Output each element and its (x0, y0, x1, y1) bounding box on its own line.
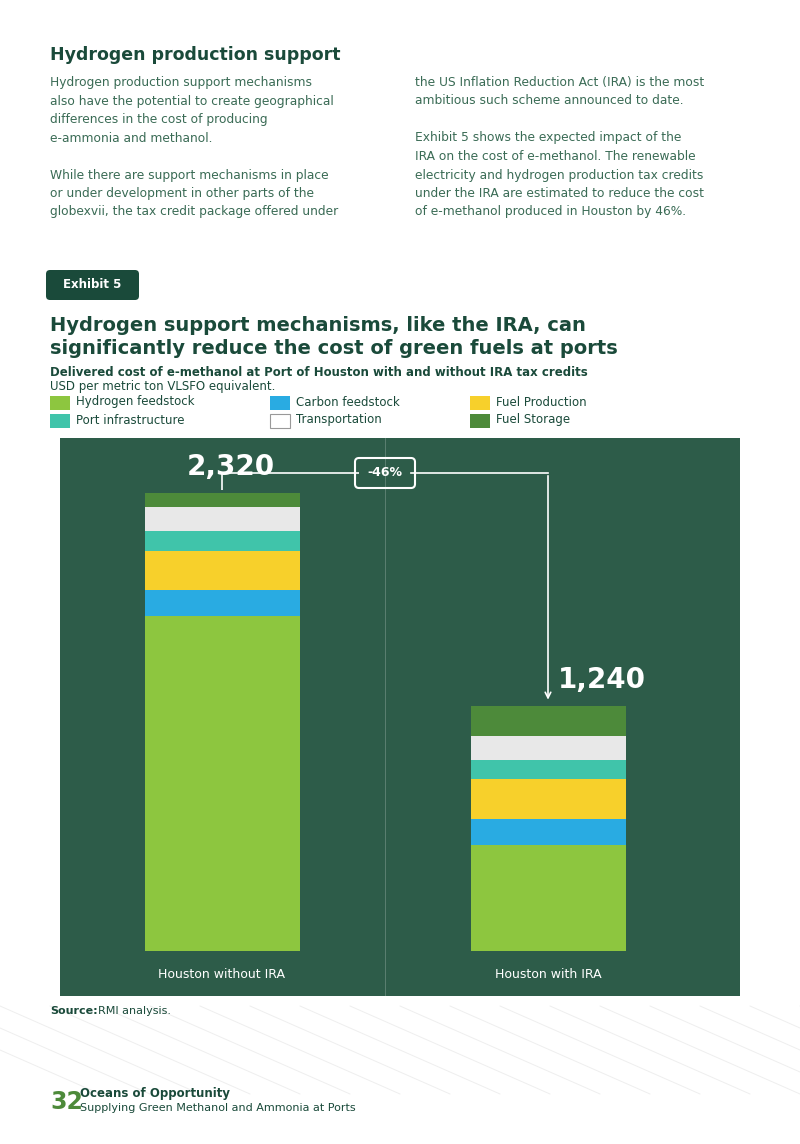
FancyBboxPatch shape (355, 458, 415, 488)
Bar (145, 615, 299, 951)
Bar (470, 844, 626, 951)
Bar (470, 396, 490, 410)
Bar (145, 493, 299, 507)
Bar (470, 819, 626, 844)
Text: Hydrogen production support: Hydrogen production support (50, 46, 341, 64)
Bar (145, 507, 299, 531)
Text: 2,320: 2,320 (187, 453, 275, 482)
Bar (145, 531, 299, 550)
Text: the US Inflation Reduction Act (IRA) is the most
ambitious such scheme announced: the US Inflation Reduction Act (IRA) is … (415, 76, 704, 219)
Bar (145, 590, 299, 615)
Text: 32: 32 (50, 1090, 83, 1114)
Bar (470, 707, 626, 736)
Text: -46%: -46% (367, 467, 402, 479)
Text: Fuel Storage: Fuel Storage (496, 413, 570, 427)
Text: Oceans of Opportunity: Oceans of Opportunity (80, 1088, 230, 1101)
Text: Houston without IRA: Houston without IRA (158, 968, 286, 980)
Text: Supplying Green Methanol and Ammonia at Ports: Supplying Green Methanol and Ammonia at … (80, 1103, 356, 1113)
Text: Exhibit 5: Exhibit 5 (63, 278, 121, 292)
Text: Delivered cost of e-methanol at Port of Houston with and without IRA tax credits: Delivered cost of e-methanol at Port of … (50, 366, 588, 379)
Bar (145, 550, 299, 590)
Text: Fuel Production: Fuel Production (496, 396, 586, 408)
Text: USD per metric ton VLSFO equivalent.: USD per metric ton VLSFO equivalent. (50, 380, 275, 394)
Text: Hydrogen support mechanisms, like the IRA, can
significantly reduce the cost of : Hydrogen support mechanisms, like the IR… (50, 316, 618, 358)
Text: Source:: Source: (50, 1006, 98, 1016)
Bar (470, 760, 626, 779)
Text: Carbon feedstock: Carbon feedstock (296, 396, 400, 408)
Text: Hydrogen feedstock: Hydrogen feedstock (76, 396, 194, 408)
Bar (470, 779, 626, 819)
Bar (270, 414, 290, 428)
Bar (270, 396, 290, 410)
Bar (50, 414, 70, 428)
Bar (60, 438, 740, 996)
Text: Hydrogen production support mechanisms
also have the potential to create geograp: Hydrogen production support mechanisms a… (50, 76, 338, 219)
Text: Transportation: Transportation (296, 413, 382, 427)
Text: Port infrastructure: Port infrastructure (76, 413, 185, 427)
Text: 1,240: 1,240 (558, 667, 646, 694)
Text: Houston with IRA: Houston with IRA (494, 968, 602, 980)
Bar (470, 736, 626, 760)
Text: RMI analysis.: RMI analysis. (98, 1006, 171, 1016)
Bar (50, 396, 70, 410)
Bar (470, 414, 490, 428)
FancyBboxPatch shape (46, 270, 139, 300)
